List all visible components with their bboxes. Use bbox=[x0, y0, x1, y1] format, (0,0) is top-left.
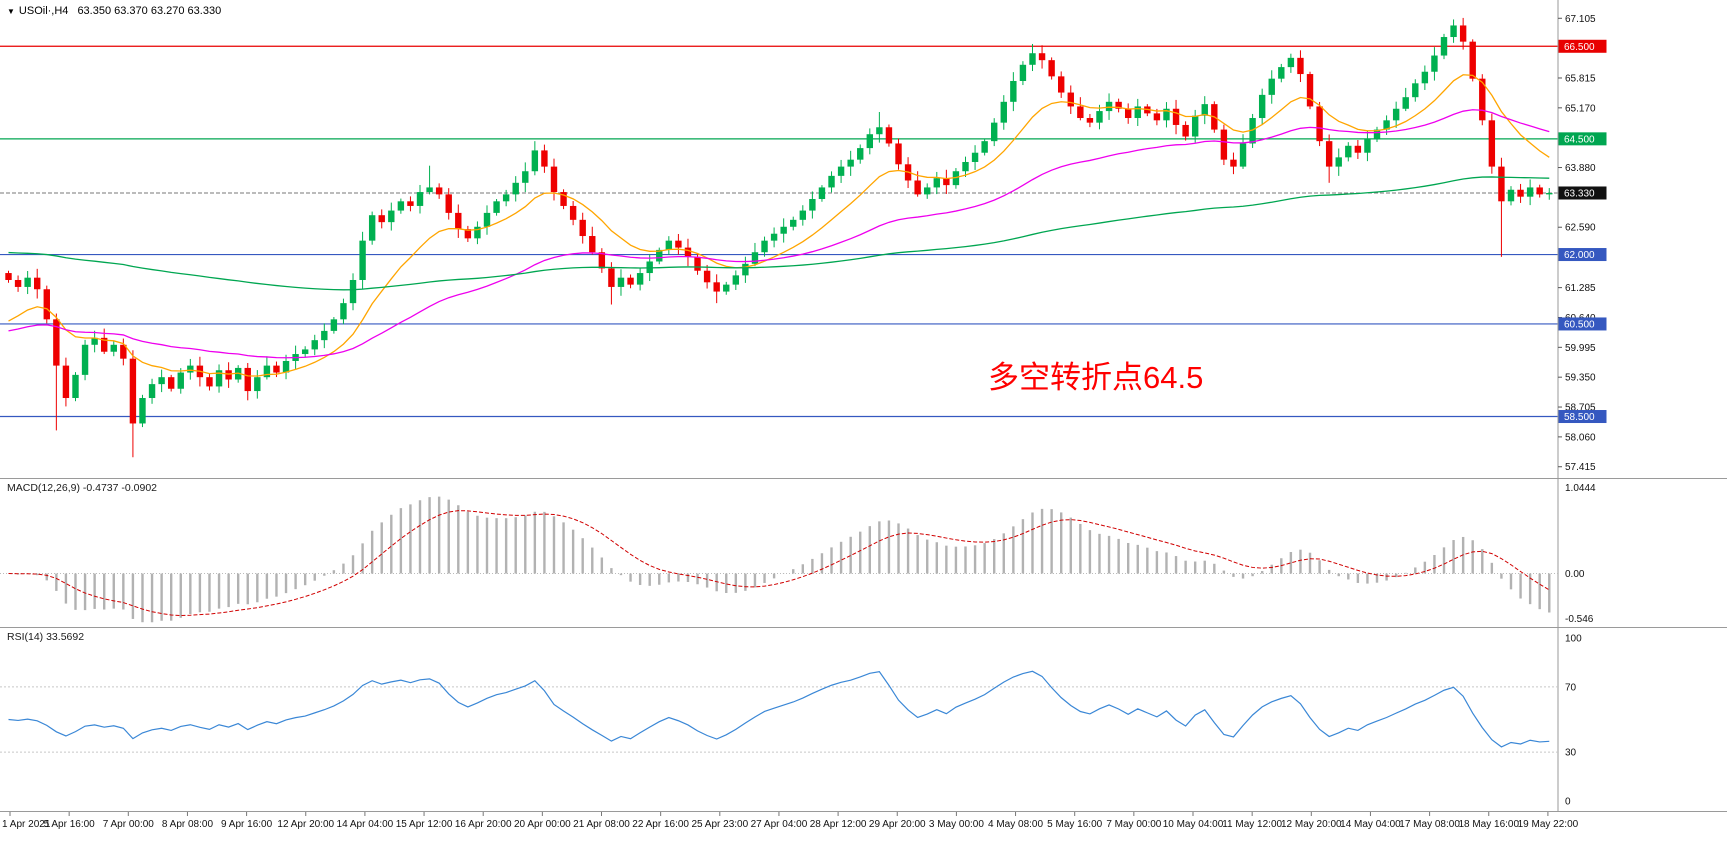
svg-text:27 Apr 04:00: 27 Apr 04:00 bbox=[751, 819, 808, 830]
svg-text:9 Apr 16:00: 9 Apr 16:00 bbox=[221, 819, 273, 830]
svg-text:22 Apr 16:00: 22 Apr 16:00 bbox=[632, 819, 689, 830]
svg-text:7 Apr 00:00: 7 Apr 00:00 bbox=[103, 819, 155, 830]
candles-layer bbox=[5, 17, 1553, 458]
svg-text:15 Apr 12:00: 15 Apr 12:00 bbox=[396, 819, 453, 830]
price-badge bbox=[1558, 248, 1607, 262]
svg-text:65.170: 65.170 bbox=[1565, 103, 1596, 114]
price-badge bbox=[1558, 317, 1607, 331]
svg-text:12 May 20:00: 12 May 20:00 bbox=[1281, 819, 1342, 830]
svg-text:30: 30 bbox=[1565, 748, 1577, 759]
svg-text:67.105: 67.105 bbox=[1565, 14, 1596, 25]
ma-fast-line bbox=[8, 74, 1550, 377]
svg-text:60.500: 60.500 bbox=[1564, 319, 1595, 330]
svg-text:59.350: 59.350 bbox=[1565, 373, 1596, 384]
chart-header: ▼ USOil·,H4 63.350 63.370 63.270 63.330 bbox=[7, 5, 221, 17]
svg-text:10 May 04:00: 10 May 04:00 bbox=[1163, 819, 1224, 830]
horizontal-lines bbox=[0, 45, 1558, 418]
macd-axis-labels: 1.0444 0.00 -0.546 bbox=[1565, 483, 1596, 625]
svg-text:62.590: 62.590 bbox=[1565, 223, 1596, 234]
svg-text:12 Apr 20:00: 12 Apr 20:00 bbox=[277, 819, 334, 830]
rsi-indicator-label: RSI(14) 33.5692 bbox=[7, 631, 85, 643]
svg-text:28 Apr 12:00: 28 Apr 12:00 bbox=[810, 819, 867, 830]
svg-text:61.285: 61.285 bbox=[1565, 283, 1596, 294]
svg-text:21 Apr 08:00: 21 Apr 08:00 bbox=[573, 819, 630, 830]
svg-text:3 May 00:00: 3 May 00:00 bbox=[929, 819, 984, 830]
svg-text:0: 0 bbox=[1565, 797, 1571, 808]
svg-text:100: 100 bbox=[1565, 633, 1582, 644]
rsi-level-lines bbox=[0, 686, 1558, 753]
svg-text:0.00: 0.00 bbox=[1565, 569, 1585, 580]
svg-text:-0.546: -0.546 bbox=[1565, 614, 1594, 625]
ma-slow-line bbox=[8, 176, 1550, 291]
svg-text:4 May 08:00: 4 May 08:00 bbox=[988, 819, 1043, 830]
svg-text:18 May 16:00: 18 May 16:00 bbox=[1458, 819, 1519, 830]
svg-text:17 May 08:00: 17 May 08:00 bbox=[1399, 819, 1460, 830]
symbol-timeframe-label: USOil·,H4 bbox=[18, 5, 69, 17]
svg-text:66.500: 66.500 bbox=[1564, 42, 1595, 53]
price-badge bbox=[1558, 39, 1607, 53]
svg-text:1.0444: 1.0444 bbox=[1565, 483, 1596, 494]
svg-text:70: 70 bbox=[1565, 682, 1577, 693]
svg-text:19 May 22:00: 19 May 22:00 bbox=[1518, 819, 1579, 830]
svg-text:62.000: 62.000 bbox=[1564, 250, 1595, 261]
rsi-line bbox=[8, 670, 1550, 748]
svg-text:57.415: 57.415 bbox=[1565, 462, 1596, 473]
price-badge bbox=[1558, 186, 1607, 200]
macd-signal-line bbox=[8, 510, 1550, 617]
svg-text:11 May 12:00: 11 May 12:00 bbox=[1222, 819, 1282, 830]
price-badge bbox=[1558, 132, 1607, 146]
svg-text:16 Apr 20:00: 16 Apr 20:00 bbox=[455, 819, 512, 830]
ohlc-values: 63.350 63.370 63.270 63.330 bbox=[77, 5, 222, 17]
ma-mid-line bbox=[8, 109, 1550, 359]
svg-text:63.880: 63.880 bbox=[1565, 163, 1596, 174]
svg-text:14 May 04:00: 14 May 04:00 bbox=[1340, 819, 1401, 830]
svg-text:5 Apr 16:00: 5 Apr 16:00 bbox=[44, 819, 96, 830]
svg-text:1 Apr 2021: 1 Apr 2021 bbox=[2, 819, 51, 830]
svg-text:58.500: 58.500 bbox=[1564, 412, 1595, 423]
svg-text:14 Apr 04:00: 14 Apr 04:00 bbox=[337, 819, 394, 830]
svg-text:64.500: 64.500 bbox=[1564, 134, 1595, 145]
svg-text:63.330: 63.330 bbox=[1564, 188, 1595, 199]
price-badge bbox=[1558, 410, 1607, 424]
svg-text:29 Apr 20:00: 29 Apr 20:00 bbox=[869, 819, 926, 830]
price-badges: 66.500 64.500 63.330 62.000 60.500 58.500 bbox=[1558, 39, 1607, 424]
macd-indicator-label: MACD(12,26,9) -0.4737 -0.0902 bbox=[7, 482, 157, 494]
symbol-dropdown-icon[interactable]: ▼ bbox=[7, 7, 15, 16]
svg-text:58.060: 58.060 bbox=[1565, 432, 1596, 443]
svg-text:7 May 00:00: 7 May 00:00 bbox=[1106, 819, 1161, 830]
panel-borders bbox=[0, 0, 1727, 812]
svg-text:58.705: 58.705 bbox=[1565, 403, 1596, 414]
svg-text:25 Apr 23:00: 25 Apr 23:00 bbox=[691, 819, 748, 830]
rsi-axis-labels: 100 70 30 0 bbox=[1565, 633, 1582, 807]
svg-text:20 Apr 00:00: 20 Apr 00:00 bbox=[514, 819, 571, 830]
chart-annotation-text: 多空转折点64.5 bbox=[988, 360, 1204, 395]
price-axis-labels: 67.10565.81565.17063.88062.59061.28560.6… bbox=[1558, 14, 1596, 473]
svg-text:5 May 16:00: 5 May 16:00 bbox=[1047, 819, 1102, 830]
svg-text:65.815: 65.815 bbox=[1565, 73, 1596, 84]
svg-text:59.995: 59.995 bbox=[1565, 343, 1596, 354]
svg-text:8 Apr 08:00: 8 Apr 08:00 bbox=[162, 819, 214, 830]
